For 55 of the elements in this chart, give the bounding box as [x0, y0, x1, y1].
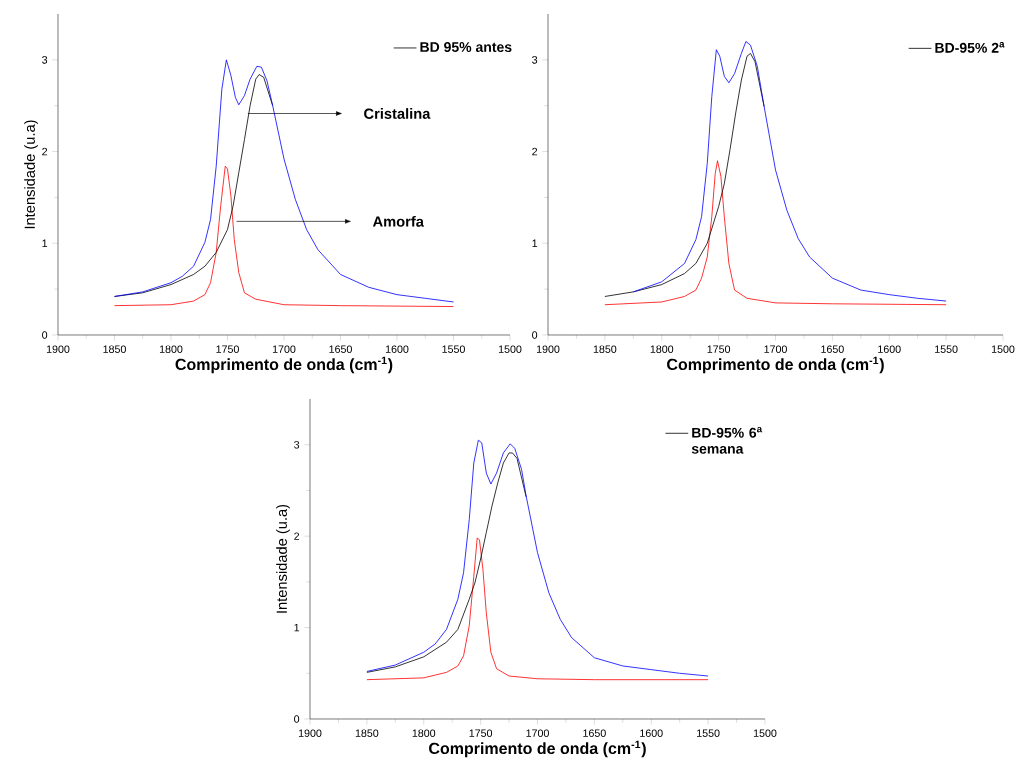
annotation: Amorfa [372, 215, 424, 227]
x-tick-label: 1850 [103, 345, 126, 353]
x-tick-label: 1600 [385, 345, 409, 353]
x-tick-label: 1600 [878, 345, 901, 353]
y-tick-label: 2 [42, 147, 48, 156]
y-tick-label: 2 [294, 532, 300, 540]
x-tick-label: 1750 [707, 345, 731, 353]
y-tick-label: 3 [42, 56, 48, 64]
x-tick-label: 1650 [821, 345, 844, 353]
y-tick-label: 1 [294, 623, 300, 632]
x-tick-label: 1650 [583, 729, 606, 737]
x-tick-label: 1900 [298, 729, 322, 737]
x-tick-label: 1900 [46, 345, 70, 353]
x-tick-label: 1800 [650, 345, 674, 353]
x-tick-label: 1550 [697, 729, 720, 737]
y-tick-label: 0 [42, 331, 48, 339]
y-tick-label: 0 [532, 331, 538, 339]
line-series [114, 59, 454, 303]
x-tick-label: 1750 [216, 345, 239, 353]
y-axis-title: Intensidade (u.a) [24, 120, 38, 229]
legend-label: BD-95% 2$^{a}$ [935, 42, 1005, 53]
y-tick-label: 1 [42, 239, 48, 247]
x-tick-label: 1500 [498, 345, 522, 353]
x-axis-title: Comprimento de onda (cm$^{-1}$) [667, 356, 884, 374]
x-axis-title: Comprimento de onda (cm$^{-1}$) [175, 356, 393, 374]
x-tick-label: 1650 [329, 345, 352, 353]
text: BD-95% 6$^{a}$ semana [691, 427, 763, 454]
line-series [604, 53, 765, 297]
x-tick-label: 1700 [272, 345, 296, 353]
x-tick-label: 1550 [442, 345, 465, 353]
x-tick-label: 1700 [526, 729, 549, 737]
line-series [114, 165, 454, 307]
y-tick-label: 3 [294, 440, 300, 449]
line-series [366, 452, 527, 673]
legend-label: BD 95% antes [420, 42, 512, 52]
y-tick-label: 3 [532, 56, 538, 64]
y-tick-label: 1 [532, 239, 538, 247]
x-tick-label: 1700 [764, 345, 787, 353]
line-series [366, 537, 709, 681]
annotation: Cristalina [364, 108, 431, 119]
y-axis-title: Intensidade (u.a) [276, 504, 290, 613]
x-tick-label: 1600 [640, 729, 663, 737]
line-series [604, 160, 947, 306]
x-tick-label: 1900 [536, 345, 560, 353]
x-tick-label: 1500 [991, 345, 1015, 353]
x-tick-label: 1800 [412, 729, 436, 737]
x-axis-title: Comprimento de onda (cm$^{-1}$) [429, 740, 646, 758]
x-tick-label: 1500 [753, 729, 777, 737]
y-tick-label: 0 [294, 715, 300, 723]
x-tick-label: 1800 [159, 345, 183, 353]
x-tick-label: 1850 [593, 345, 617, 353]
x-tick-label: 1850 [355, 729, 379, 737]
y-tick-label: 2 [532, 147, 538, 156]
x-tick-label: 1550 [935, 345, 958, 353]
x-tick-label: 1750 [469, 729, 493, 737]
